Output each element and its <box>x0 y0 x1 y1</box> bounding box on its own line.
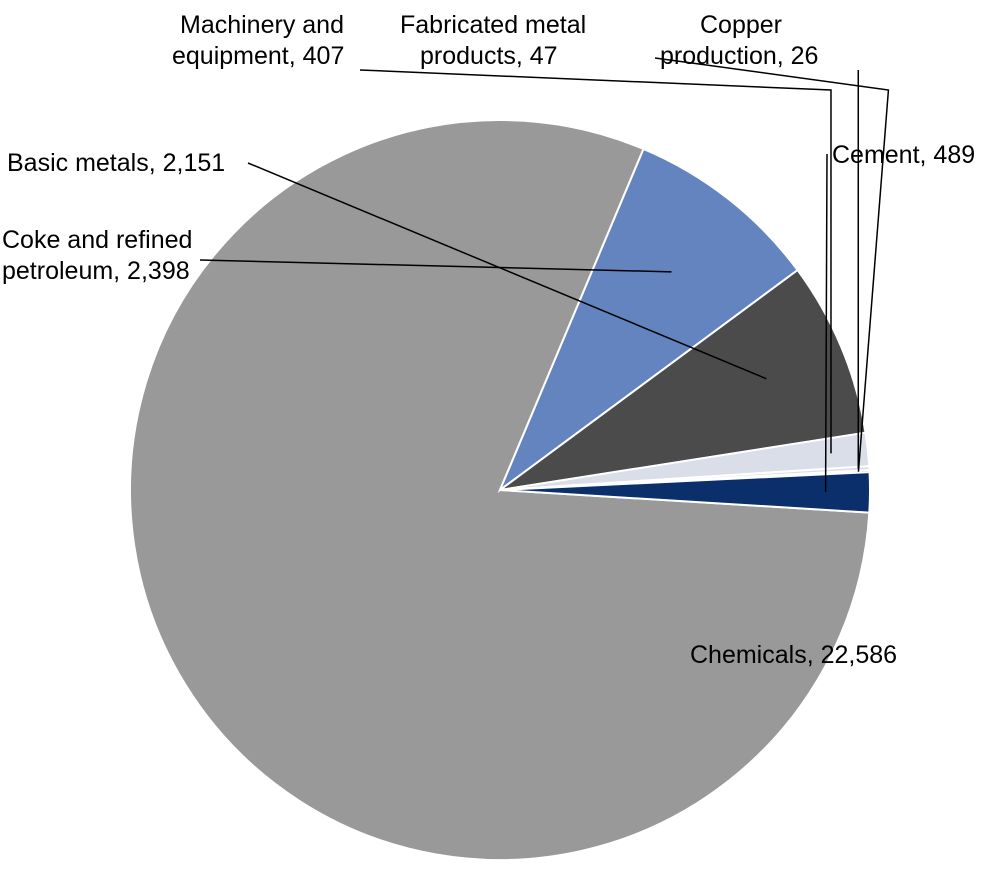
slice-label-cement: Cement, 489 <box>832 140 975 171</box>
slice-label-basic-metals: Basic metals, 2,151 <box>7 148 225 179</box>
pie-chart-container: Chemicals, 22,586 Coke and refined petro… <box>0 0 1000 894</box>
pie-slices-group <box>130 120 870 860</box>
slice-label-chemicals: Chemicals, 22,586 <box>690 640 897 671</box>
slice-label-coke-line2: petroleum, 2,398 <box>2 256 190 287</box>
slice-label-copper-line1: Copper <box>700 10 782 41</box>
slice-label-coke-line1: Coke and refined <box>2 225 192 256</box>
slice-label-fabricated-line2: products, 47 <box>420 41 558 72</box>
slice-label-copper-line2: production, 26 <box>660 41 818 72</box>
slice-label-fabricated-line1: Fabricated metal <box>400 10 586 41</box>
slice-label-machinery-line2: equipment, 407 <box>172 41 344 72</box>
slice-label-machinery-line1: Machinery and <box>180 10 344 41</box>
pie-chart-svg <box>0 0 1000 894</box>
